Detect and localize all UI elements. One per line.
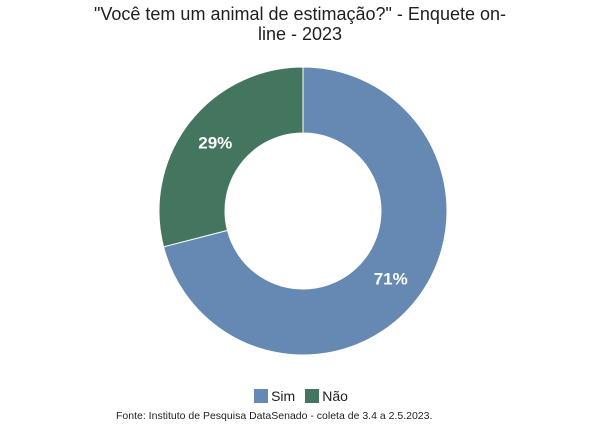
- legend-entry-sim: Sim: [254, 388, 295, 404]
- slice-label-nao: 29%: [198, 133, 232, 152]
- legend-label-sim: Sim: [271, 388, 296, 404]
- legend-swatch-nao: [305, 389, 320, 403]
- chart-title-line-1: "Você tem um animal de estimação?" - Enq…: [94, 4, 506, 24]
- slice-label-sim: 71%: [374, 270, 408, 289]
- chart-title-line-2: line - 2023: [257, 24, 343, 44]
- chart-title: "Você tem um animal de estimação?" - Enq…: [90, 4, 510, 44]
- legend-entry-nao: Não: [305, 388, 348, 404]
- donut-slice-nao: [158, 66, 304, 248]
- source-note: Fonte: Instituto de Pesquisa DataSenado …: [116, 410, 433, 422]
- legend-swatch-sim: [254, 389, 269, 403]
- legend: Sim Não: [0, 388, 602, 404]
- donut-slice-sim: [162, 66, 448, 356]
- legend-label-nao: Não: [322, 388, 348, 404]
